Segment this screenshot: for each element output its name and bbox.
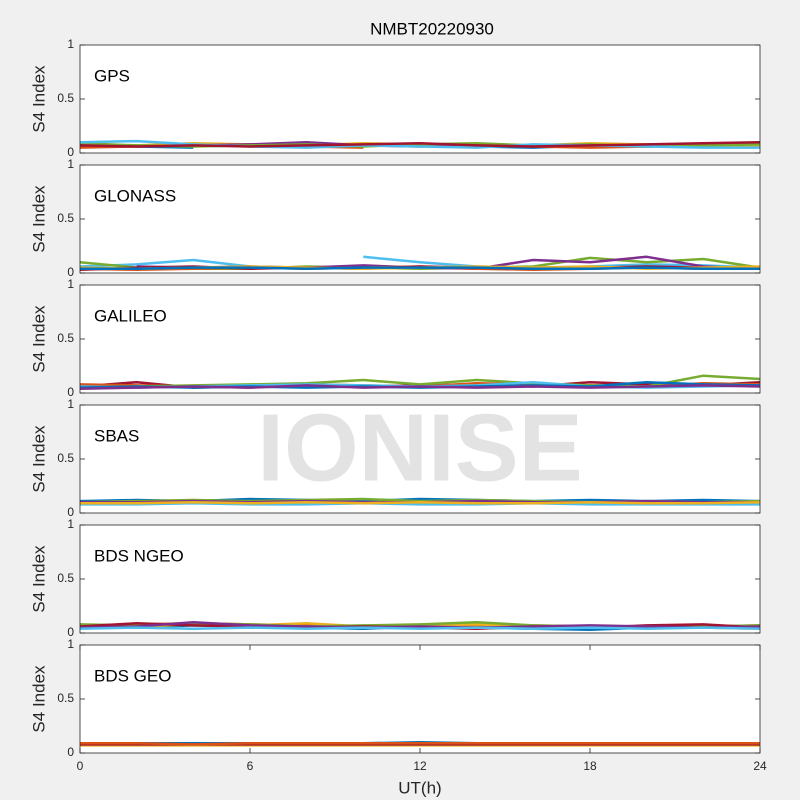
panel-label: GPS xyxy=(94,66,130,85)
x-tick-label: 6 xyxy=(247,759,254,773)
panel-label: GALILEO xyxy=(94,306,167,325)
y-tick-label: 1 xyxy=(67,37,74,51)
y-tick-label: 1 xyxy=(67,637,74,651)
series-line xyxy=(80,742,760,746)
panel-label: BDS NGEO xyxy=(94,546,184,565)
y-axis-label: S4 Index xyxy=(29,665,48,733)
x-tick-label: 12 xyxy=(413,759,427,773)
series-line xyxy=(79,620,761,629)
y-tick-label: 1 xyxy=(67,517,74,531)
series-line xyxy=(80,266,760,270)
axes-background xyxy=(80,405,760,513)
chart-title: NMBT20220930 xyxy=(370,19,494,38)
axes-background xyxy=(80,645,760,753)
panel-label: SBAS xyxy=(94,426,139,445)
x-tick-label: 24 xyxy=(753,759,767,773)
y-axis-label: S4 Index xyxy=(29,185,48,253)
y-axis-label: S4 Index xyxy=(29,425,48,493)
y-axis-label: S4 Index xyxy=(29,545,48,613)
x-tick-label: 18 xyxy=(583,759,597,773)
y-tick-label: 1 xyxy=(67,397,74,411)
y-tick-label: 0 xyxy=(67,265,74,279)
series-line xyxy=(79,384,761,390)
panel-label: BDS GEO xyxy=(94,666,171,685)
x-tick-label: 0 xyxy=(77,759,84,773)
axes-background xyxy=(80,285,760,393)
y-tick-label: 0.5 xyxy=(57,331,74,345)
watermark: IONISE xyxy=(257,394,582,501)
y-tick-label: 0.5 xyxy=(57,211,74,225)
y-tick-label: 0 xyxy=(67,505,74,519)
y-tick-label: 0 xyxy=(67,625,74,639)
y-tick-label: 0.5 xyxy=(57,691,74,705)
y-tick-label: 0 xyxy=(67,745,74,759)
y-tick-label: 1 xyxy=(67,157,74,171)
series-line xyxy=(79,140,761,148)
y-axis-label: S4 Index xyxy=(29,305,48,373)
y-tick-label: 0 xyxy=(67,145,74,159)
y-tick-label: 0 xyxy=(67,385,74,399)
series-line xyxy=(80,500,761,505)
y-tick-label: 1 xyxy=(67,277,74,291)
y-tick-label: 0.5 xyxy=(57,571,74,585)
y-tick-label: 0.5 xyxy=(57,451,74,465)
x-axis-label: UT(h) xyxy=(398,778,441,797)
series-line xyxy=(79,626,761,630)
y-tick-label: 0.5 xyxy=(57,91,74,105)
axes-background xyxy=(80,45,760,153)
axes-background xyxy=(80,525,760,633)
axes-background xyxy=(80,165,760,273)
panel-label: GLONASS xyxy=(94,186,176,205)
y-axis-label: S4 Index xyxy=(29,65,48,133)
